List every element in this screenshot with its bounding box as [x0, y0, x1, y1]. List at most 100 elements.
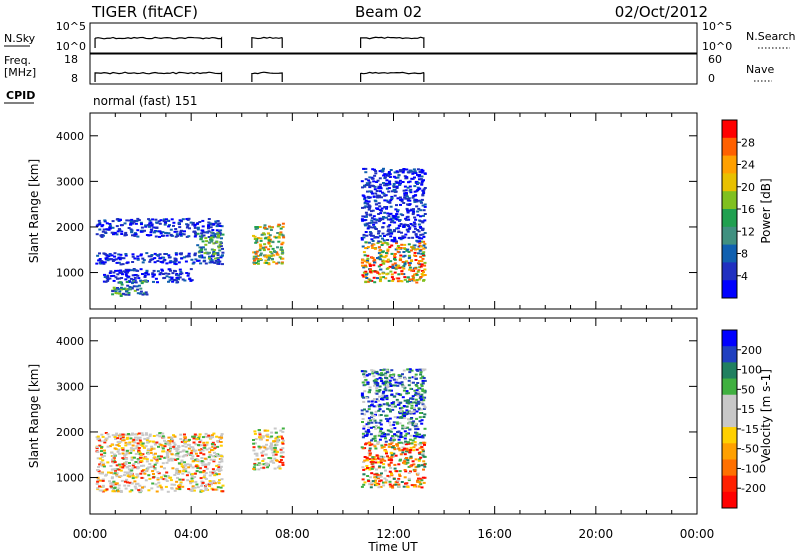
velocity-data-point [179, 481, 183, 484]
velocity-data-point [211, 444, 215, 447]
power-data-point [113, 258, 116, 261]
power-data-point [383, 173, 387, 176]
power-data-point [255, 250, 259, 253]
power-data-point [407, 254, 411, 257]
power-data-point [386, 260, 390, 263]
power-data-point [379, 263, 383, 266]
power-data-point [405, 207, 409, 210]
power-data-point [402, 226, 406, 228]
velocity-data-point [158, 435, 162, 438]
velocity-data-point [211, 488, 215, 491]
power-data-point [390, 276, 394, 279]
velocity-data-point [378, 408, 382, 411]
power-data-point [364, 273, 368, 276]
power-data-point [162, 259, 166, 262]
velocity-data-point [414, 458, 418, 461]
power-data-point [203, 248, 207, 251]
velocity-data-point [133, 466, 137, 469]
velocity-data-point [111, 490, 115, 493]
power-data-point [399, 213, 403, 216]
power-data-point [378, 205, 382, 208]
power-data-point [371, 240, 375, 242]
power-data-point [207, 225, 210, 228]
power-data-point [156, 260, 160, 262]
velocity-data-point [419, 395, 423, 398]
velocity-data-point [276, 438, 280, 441]
velocity-data-point [373, 398, 376, 400]
power-data-point [395, 213, 399, 216]
power-data-point [422, 179, 425, 182]
power-data-point [102, 280, 106, 283]
velocity-colorbar-tick-label: -200 [741, 482, 766, 495]
velocity-data-point [153, 463, 157, 466]
velocity-data-point [101, 435, 105, 438]
freq-unit: [MHz] [4, 66, 36, 79]
power-data-point [409, 191, 413, 194]
x-tick-label: 00:00 [680, 527, 715, 541]
velocity-data-point [114, 438, 118, 440]
velocity-data-point [403, 460, 407, 463]
power-data-point [418, 249, 422, 252]
velocity-data-point [141, 453, 145, 456]
velocity-data-point [197, 444, 200, 447]
power-data-point [411, 247, 415, 250]
velocity-data-point [155, 490, 159, 493]
velocity-data-point [129, 449, 133, 452]
power-data-point [383, 194, 387, 197]
velocity-data-point [175, 447, 179, 450]
velocity-data-point [362, 473, 366, 476]
velocity-data-point [157, 445, 160, 448]
power-data-point [133, 269, 137, 271]
velocity-data-point [172, 441, 176, 444]
velocity-data-point [129, 437, 133, 440]
velocity-data-point [419, 412, 422, 414]
velocity-data-point [186, 463, 189, 466]
power-data-point [120, 224, 124, 227]
velocity-data-point [190, 480, 194, 483]
power-data-point [208, 255, 211, 258]
power-data-point [418, 174, 422, 176]
power-data-point [173, 230, 177, 233]
velocity-data-point [260, 467, 263, 469]
velocity-data-point [131, 449, 135, 452]
power-data-point [150, 254, 154, 256]
velocity-data-point [131, 474, 135, 477]
velocity-data-point [272, 461, 276, 464]
nsearch-tick-bottom: 10^0 [702, 40, 732, 53]
power-data-point [382, 260, 386, 263]
power-data-point [373, 281, 377, 284]
power-data-point [205, 252, 209, 255]
power-data-point [161, 273, 165, 275]
velocity-data-point [187, 443, 190, 446]
velocity-data-point [401, 416, 404, 419]
velocity-data-point [272, 454, 275, 457]
power-data-point [252, 261, 256, 264]
power-data-point [391, 214, 395, 217]
velocity-data-point [207, 462, 211, 465]
power-data-point [136, 229, 140, 232]
power-data-point [405, 168, 409, 171]
power-data-point [365, 213, 369, 216]
velocity-data-point [131, 477, 135, 480]
velocity-data-point [117, 484, 121, 487]
velocity-data-point [270, 446, 274, 449]
power-data-point [379, 278, 382, 281]
power-data-point [193, 252, 197, 255]
power-data-point [414, 194, 418, 197]
power-data-point [140, 229, 144, 232]
power-data-point [269, 226, 273, 229]
power-data-point [389, 205, 393, 208]
power-data-point [254, 228, 258, 230]
velocity-data-point [369, 482, 373, 485]
velocity-data-point [369, 486, 373, 489]
velocity-data-point [278, 435, 282, 438]
velocity-data-point [380, 446, 384, 449]
velocity-data-point [189, 482, 193, 485]
velocity-data-point [193, 433, 197, 436]
velocity-data-point [219, 466, 222, 469]
velocity-data-point [105, 488, 109, 491]
power-data-point [174, 228, 178, 230]
velocity-data-point [377, 461, 380, 464]
velocity-data-point [213, 474, 217, 477]
power-data-point [407, 243, 411, 246]
